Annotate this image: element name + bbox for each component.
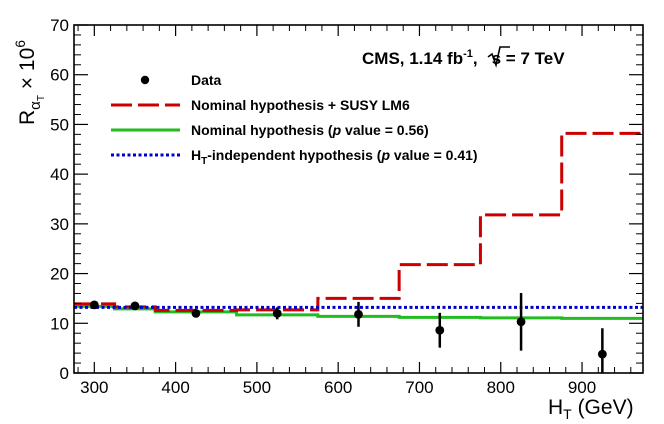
y-tick-label: 0 [60,364,69,383]
y-tick-label: 60 [50,66,69,85]
y-tick-label: 50 [50,115,69,134]
x-tick-label: 400 [161,378,189,397]
legend-independent-label: HT-independent hypothesis (p value = 0.4… [191,147,478,167]
legend-lm6-label: Nominal hypothesis + SUSY LM6 [191,97,410,113]
data-point [516,317,526,327]
legend-nominal-label: Nominal hypothesis (p value = 0.56) [191,122,429,138]
legend: Data Nominal hypothesis + SUSY LM6 Nomin… [111,72,478,167]
y-tick-label: 20 [50,265,69,284]
x-tick-label: 700 [405,378,433,397]
plot-frame [73,24,644,374]
data-point [435,325,445,335]
axis-ticks: 300 400 500 600 700 800 900 0 10 20 30 40 50 60 70 [50,16,643,397]
cms-annotation: CMS, 1.14 fb-1, s = 7 TeV [362,48,565,68]
x-tick-label: 800 [487,378,515,397]
x-axis-title: HT (GeV) [548,396,634,422]
y-tick-label: 40 [50,165,69,184]
x-tick-label: 900 [568,378,596,397]
y-axis-title: RαT × 106 [12,40,47,125]
legend-data-marker [140,75,150,85]
y-tick-label: 10 [50,314,69,333]
y-tick-label: 30 [50,215,69,234]
data-point [272,308,282,318]
data-point [354,309,363,319]
data-point [89,300,99,310]
x-tick-label: 600 [324,378,352,397]
y-tick-label: 70 [50,16,69,35]
x-tick-label: 500 [243,378,271,397]
data-point [130,301,140,311]
data-points [89,292,607,373]
x-tick-label: 300 [80,378,108,397]
data-point [191,308,201,318]
legend-data-label: Data [191,72,222,88]
sqrt-symbol [487,46,510,68]
data-point [597,349,607,359]
